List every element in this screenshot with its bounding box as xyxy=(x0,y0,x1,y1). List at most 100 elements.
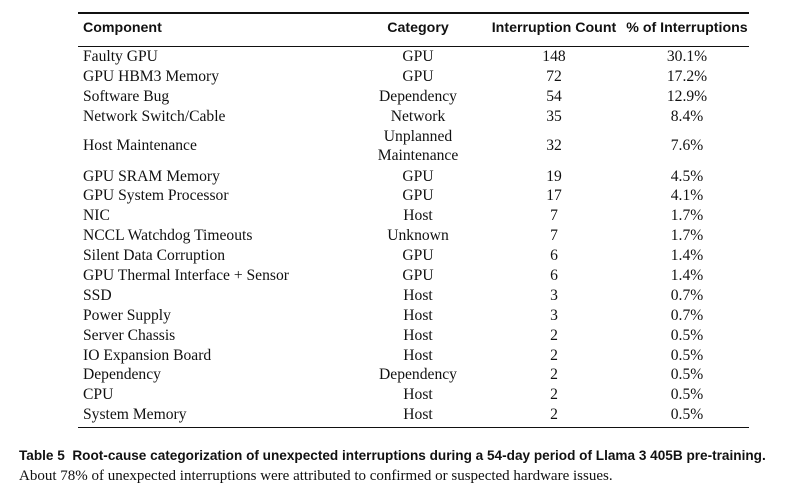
caption-body: About 78% of unexpected interruptions we… xyxy=(19,468,613,484)
cell-component: GPU HBM3 Memory xyxy=(83,67,220,85)
table-row: GPU HBM3 Memory GPU 72 17.2% xyxy=(78,66,749,86)
table-row: GPU Thermal Interface + Sensor GPU 6 1.4% xyxy=(78,266,749,286)
cell-percent: 0.5% xyxy=(670,346,704,364)
table-row: Silent Data Corruption GPU 6 1.4% xyxy=(78,246,749,266)
cell-category: Host xyxy=(403,346,433,364)
cell-percent: 0.5% xyxy=(670,366,704,384)
cell-percent: 1.4% xyxy=(670,247,704,265)
cell-category: GPU xyxy=(402,67,434,85)
cell-percent: 7.6% xyxy=(670,137,704,155)
cell-percent: 0.5% xyxy=(670,326,704,344)
cell-category: Host xyxy=(403,406,433,424)
cell-component: Server Chassis xyxy=(83,326,176,344)
cell-component: GPU Thermal Interface + Sensor xyxy=(83,266,289,284)
table-header-rule xyxy=(78,45,749,47)
cell-percent: 0.5% xyxy=(670,406,704,424)
cell-percent: 1.7% xyxy=(670,207,704,225)
cell-category: Host xyxy=(403,207,433,225)
header-percent-interruptions: % of Interruptions xyxy=(626,19,748,36)
cell-category: GPU xyxy=(402,187,434,205)
interruptions-table-body: Faulty GPU GPU 148 30.1% GPU HBM3 Memory GPU 7… xyxy=(78,47,749,425)
cell-interruption-count: 6 xyxy=(550,266,558,284)
cell-percent: 0.5% xyxy=(670,386,704,404)
table-header-row: Component Category Interruption Count % … xyxy=(78,14,749,42)
cell-component: SSD xyxy=(83,286,112,304)
cell-interruption-count: 17 xyxy=(546,187,562,205)
table-bottom-rule xyxy=(78,426,749,429)
table-row: CPU Host 2 0.5% xyxy=(78,385,749,405)
cell-interruption-count: 3 xyxy=(550,286,558,304)
cell-component: Silent Data Corruption xyxy=(83,247,226,265)
cell-interruption-count: 2 xyxy=(550,326,558,344)
cell-category: GPU xyxy=(402,266,434,284)
cell-component: Power Supply xyxy=(83,306,171,324)
header-interruption-count: Interruption Count xyxy=(491,19,617,36)
table-row: Dependency Dependency 2 0.5% xyxy=(78,365,749,385)
cell-percent: 4.1% xyxy=(670,187,704,205)
table-row: System Memory Host 2 0.5% xyxy=(78,405,749,425)
cell-component: Faulty GPU xyxy=(83,47,158,65)
cell-category: Dependency xyxy=(379,366,457,384)
cell-percent: 4.5% xyxy=(670,167,704,185)
table-row: IO Expansion Board Host 2 0.5% xyxy=(78,345,749,365)
table-row: GPU SRAM Memory GPU 19 4.5% xyxy=(78,166,749,186)
cell-component: Dependency xyxy=(83,366,161,384)
cell-component: NIC xyxy=(83,207,110,225)
cell-interruption-count: 7 xyxy=(550,207,558,225)
cell-category: Host xyxy=(403,326,433,344)
cell-interruption-count: 6 xyxy=(550,247,558,265)
cell-category: GPU xyxy=(402,167,434,185)
cell-component: GPU SRAM Memory xyxy=(83,167,220,185)
cell-category: GPU xyxy=(402,47,434,65)
cell-percent: 17.2% xyxy=(666,67,708,85)
cell-interruption-count: 72 xyxy=(546,67,562,85)
caption-title: Root-cause categorization of unexpected … xyxy=(72,448,766,463)
cell-percent: 0.7% xyxy=(670,306,704,324)
table-top-rule xyxy=(78,12,749,14)
cell-category: Network xyxy=(390,107,446,125)
cell-interruption-count: 2 xyxy=(550,406,558,424)
cell-interruption-count: 32 xyxy=(546,137,562,155)
cell-percent: 12.9% xyxy=(666,87,708,105)
table-row: Host Maintenance Unplanned Maintenance 32 7… xyxy=(78,126,749,166)
cell-interruption-count: 148 xyxy=(542,47,566,65)
cell-interruption-count: 35 xyxy=(546,107,562,125)
cell-interruption-count: 3 xyxy=(550,306,558,324)
cell-category: GPU xyxy=(402,247,434,265)
cell-category: Dependency xyxy=(379,87,457,105)
table-row: Faulty GPU GPU 148 30.1% xyxy=(78,47,749,67)
cell-percent: 0.7% xyxy=(670,286,704,304)
table-row: Network Switch/Cable Network 35 8.4% xyxy=(78,106,749,126)
cell-component: Network Switch/Cable xyxy=(83,107,226,125)
table-row: Power Supply Host 3 0.7% xyxy=(78,305,749,325)
table-row: NCCL Watchdog Timeouts Unknown 7 1.7% xyxy=(78,226,749,246)
cell-interruption-count: 54 xyxy=(546,87,562,105)
cell-component: System Memory xyxy=(83,406,187,424)
cell-category: Unknown xyxy=(387,227,449,245)
header-category: Category xyxy=(387,19,449,36)
table-caption: Table 5 Root-cause categorization of une… xyxy=(19,446,804,486)
interruptions-table-container: Component Category Interruption Count % … xyxy=(78,12,749,429)
cell-interruption-count: 2 xyxy=(550,346,558,364)
caption-label: Table 5 xyxy=(19,448,65,463)
cell-component: NCCL Watchdog Timeouts xyxy=(83,227,253,245)
cell-interruption-count: 2 xyxy=(550,366,558,384)
table-row: Software Bug Dependency 54 12.9% xyxy=(78,86,749,106)
cell-component: Host Maintenance xyxy=(83,137,197,155)
cell-interruption-count: 7 xyxy=(550,227,558,245)
table-row: NIC Host 7 1.7% xyxy=(78,206,749,226)
cell-percent: 1.4% xyxy=(670,266,704,284)
table-row: Server Chassis Host 2 0.5% xyxy=(78,325,749,345)
cell-component: Software Bug xyxy=(83,87,170,105)
cell-percent: 8.4% xyxy=(670,107,704,125)
cell-category: Host xyxy=(403,386,433,404)
interruptions-table: Component Category Interruption Count % … xyxy=(78,14,749,42)
cell-interruption-count: 19 xyxy=(546,167,562,185)
cell-percent: 1.7% xyxy=(670,227,704,245)
cell-component: IO Expansion Board xyxy=(83,346,212,364)
table-row: SSD Host 3 0.7% xyxy=(78,285,749,305)
cell-percent: 30.1% xyxy=(666,47,708,65)
header-component: Component xyxy=(83,19,162,36)
cell-category: Unplanned Maintenance xyxy=(377,127,459,165)
cell-component: GPU System Processor xyxy=(83,187,229,205)
